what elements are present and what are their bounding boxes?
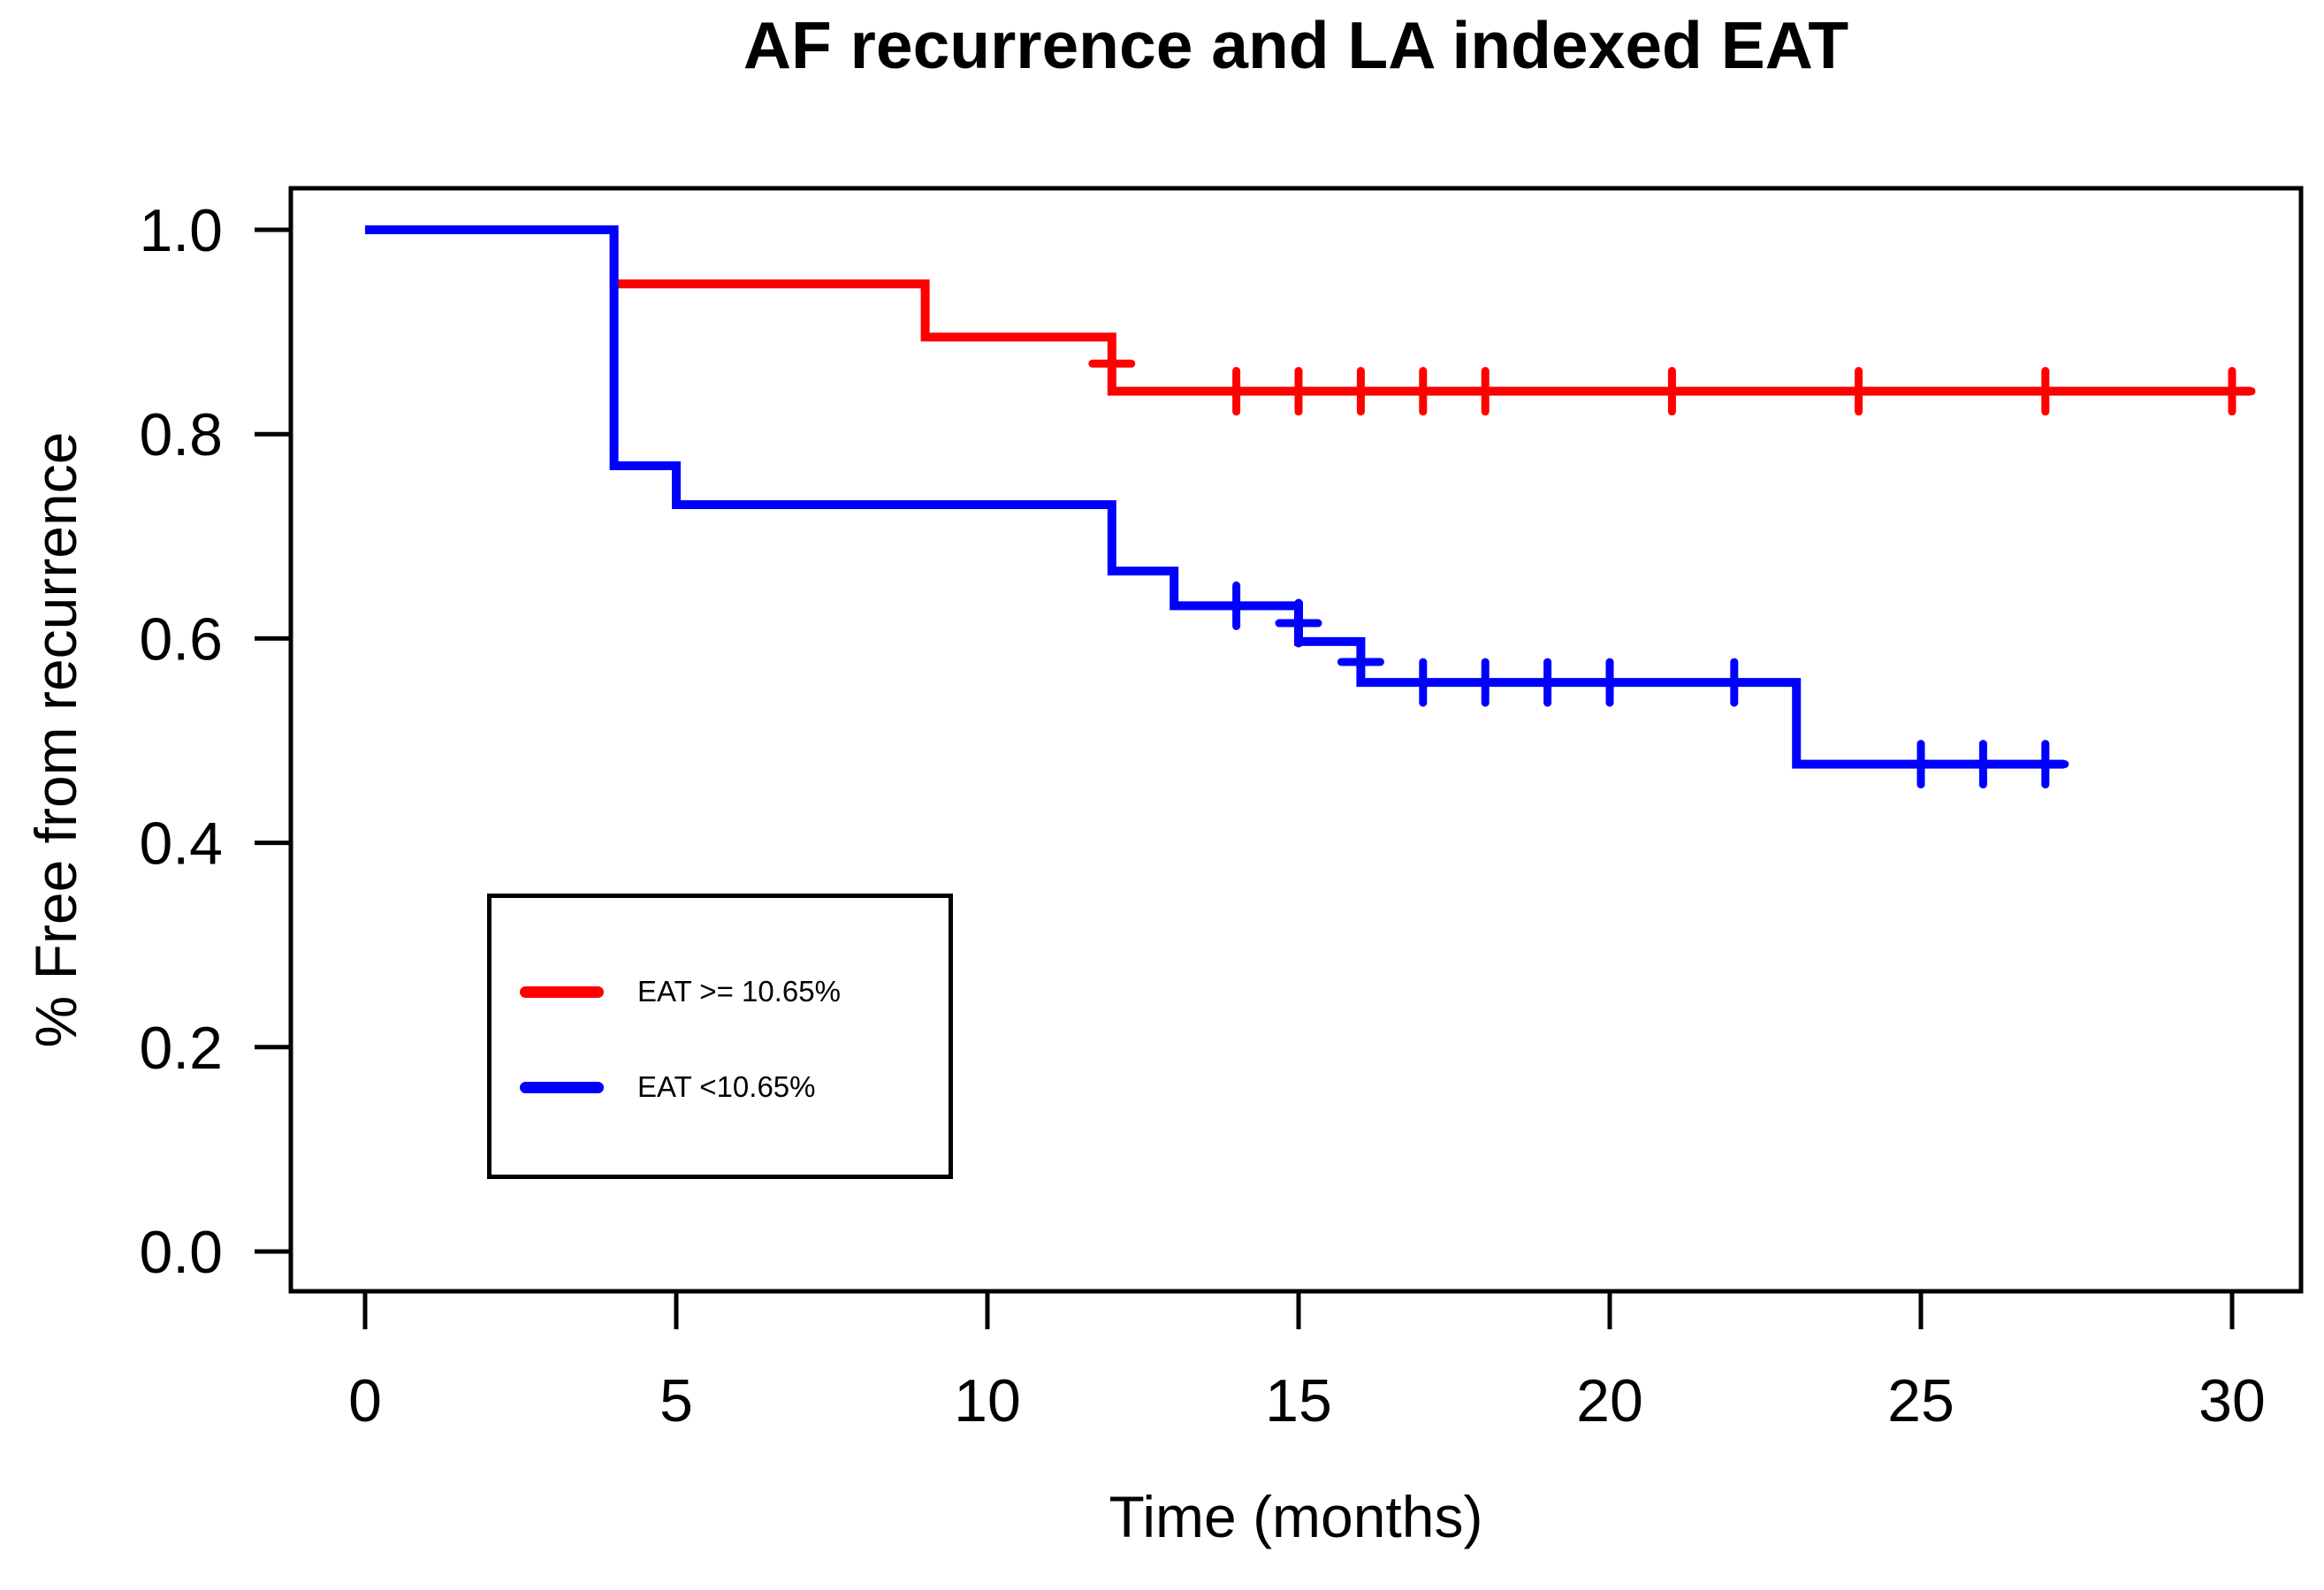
x-tick-label: 0: [348, 1367, 382, 1434]
legend-item-eat-low: EAT <10.65%: [520, 1066, 816, 1108]
censor-mark: [1586, 658, 1634, 707]
censor-mark: [1524, 658, 1572, 707]
censor-mark: [1461, 367, 1509, 416]
censor-mark: [1337, 367, 1384, 416]
censor-mark: [1835, 367, 1883, 416]
red-survival-curve: [365, 225, 2252, 396]
censor-mark: [1088, 339, 1136, 388]
x-tick-label: 25: [1887, 1367, 1954, 1434]
censor-mark: [1337, 637, 1384, 687]
censor-mark: [1213, 581, 1261, 630]
x-tick-label: 5: [659, 1367, 693, 1434]
legend-label-eat-low: EAT <10.65%: [637, 1070, 816, 1103]
y-tick-label: 1.0: [139, 197, 223, 264]
y-tick-label: 0.4: [139, 810, 223, 878]
y-axis-ticks: 1.0 0.8 0.6 0.4 0.2 0.0: [139, 197, 291, 1286]
legend-box: EAT >= 10.65% EAT <10.65%: [487, 894, 953, 1179]
censor-mark: [2022, 367, 2069, 416]
censor-mark: [2208, 367, 2256, 416]
y-axis-label: % Free from recurrence: [23, 431, 88, 1048]
x-tick-label: 15: [1265, 1367, 1332, 1434]
blue-survival-curve-group: [365, 225, 2069, 789]
legend-red-line-swatch: [520, 985, 604, 998]
legend-blue-line-swatch: [520, 1081, 604, 1093]
x-tick-label: 30: [2198, 1367, 2266, 1434]
y-tick-label: 0.8: [139, 401, 223, 468]
censor-mark: [1897, 740, 1945, 789]
x-tick-label: 10: [954, 1367, 1021, 1434]
y-tick-label: 0.0: [139, 1219, 223, 1286]
chart-title: AF recurrence and LA indexed EAT: [743, 8, 1849, 82]
censor-mark: [1275, 367, 1322, 416]
censor-mark: [1399, 367, 1447, 416]
legend-item-eat-high: EAT >= 10.65%: [520, 970, 841, 1013]
censor-mark: [2022, 740, 2069, 789]
x-axis-label: Time (months): [1109, 1484, 1483, 1549]
x-axis-ticks: 0 5 10 15 20 25 30: [348, 1291, 2266, 1434]
censor-mark: [1399, 658, 1447, 707]
legend-label-eat-high: EAT >= 10.65%: [637, 975, 841, 1008]
plot-frame: [288, 186, 2304, 1294]
censor-mark: [1648, 367, 1695, 416]
censor-mark: [1275, 598, 1322, 648]
censor-mark: [1213, 367, 1261, 416]
censor-mark: [1959, 740, 2007, 789]
red-survival-curve-group: [365, 225, 2256, 416]
censor-mark: [1711, 658, 1758, 707]
x-tick-label: 20: [1576, 1367, 1643, 1434]
censor-mark: [1461, 658, 1509, 707]
y-tick-label: 0.2: [139, 1015, 223, 1082]
blue-survival-curve: [365, 225, 2064, 769]
y-tick-label: 0.6: [139, 605, 223, 673]
